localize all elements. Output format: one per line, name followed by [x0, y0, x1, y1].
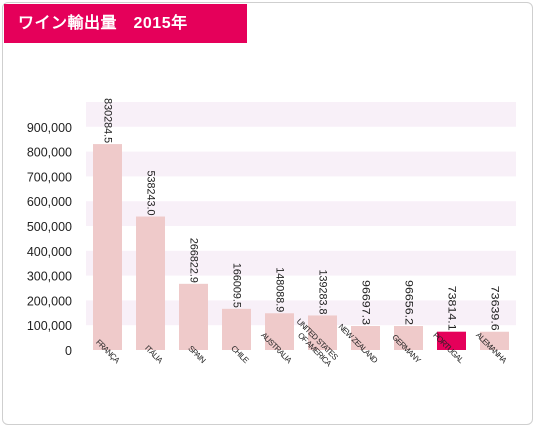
data-label: 266822.9: [188, 238, 200, 283]
grid-band: [86, 102, 516, 127]
data-label: 96697.3: [360, 280, 372, 325]
data-label: 538243.0: [145, 171, 157, 216]
bar: [308, 315, 337, 350]
y-tick-label: 100,000: [27, 319, 72, 333]
data-label: 166009.5: [231, 263, 243, 308]
bar: [93, 144, 122, 350]
y-axis-tick-labels: 0 100,000 200,000 300,000 400,000 500,000 600,…: [27, 121, 72, 358]
data-label: 139283.8: [317, 269, 329, 314]
y-tick-label: 800,000: [27, 146, 72, 160]
bar: [437, 331, 466, 350]
bar: [179, 283, 208, 350]
y-tick-label: 700,000: [27, 170, 72, 184]
grid-band: [86, 151, 516, 177]
y-tick-label: 200,000: [27, 294, 72, 308]
y-tick-label: 400,000: [27, 245, 72, 259]
bar: [351, 326, 380, 350]
data-label: 73639.6: [489, 286, 501, 331]
y-tick-label: 900,000: [27, 121, 72, 135]
y-tick-label: 300,000: [27, 270, 72, 284]
bars: [93, 144, 509, 350]
data-label: 830284.5: [102, 98, 114, 143]
data-label: 148088.9: [274, 267, 286, 312]
chart-title: ワイン輸出量 2015年: [4, 4, 247, 43]
y-tick-label: 500,000: [27, 220, 72, 234]
bar: [394, 326, 423, 350]
data-label: 73814.1: [446, 286, 458, 331]
y-tick-label: 0: [65, 344, 72, 358]
bar: [265, 313, 294, 350]
data-labels: 830284.5 538243.0 266822.9 166009.5 148088.9…: [102, 98, 501, 331]
bar: [136, 216, 165, 350]
y-tick-label: 600,000: [27, 195, 72, 209]
bar: [222, 308, 251, 350]
data-label: 96656.2: [403, 280, 415, 325]
bar: [480, 331, 509, 350]
